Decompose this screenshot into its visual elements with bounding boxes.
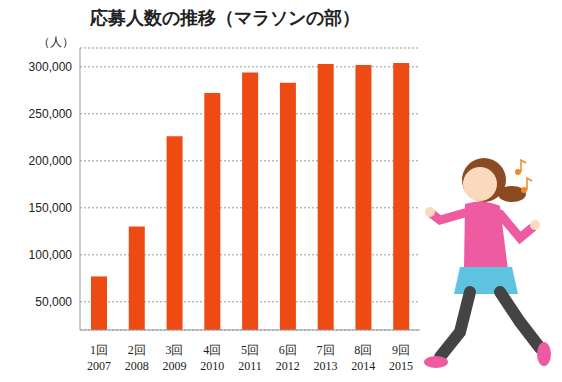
svg-text:200,000: 200,000 <box>29 154 73 168</box>
svg-text:5回2011: 5回2011 <box>238 343 262 373</box>
html-text:（人）: （人） <box>38 35 74 49</box>
svg-text:2回2008: 2回2008 <box>125 343 149 373</box>
svg-text:300,000: 300,000 <box>29 60 73 74</box>
svg-text:3回2009: 3回2009 <box>162 343 186 373</box>
svg-text:1回2007: 1回2007 <box>87 343 111 373</box>
html-text:応募人数の推移（マラソンの部）: 応募人数の推移（マラソンの部） <box>90 7 360 28</box>
svg-text:50,000: 50,000 <box>35 295 72 309</box>
svg-text:250,000: 250,000 <box>29 107 73 121</box>
svg-text:6回2012: 6回2012 <box>276 343 300 373</box>
svg-text:4回2010: 4回2010 <box>200 343 224 373</box>
svg-text:9回2015: 9回2015 <box>389 343 413 373</box>
svg-text:7回2013: 7回2013 <box>314 343 338 373</box>
svg-text:8回2014: 8回2014 <box>351 343 375 373</box>
svg-text:150,000: 150,000 <box>29 201 73 215</box>
svg-text:100,000: 100,000 <box>29 248 73 262</box>
